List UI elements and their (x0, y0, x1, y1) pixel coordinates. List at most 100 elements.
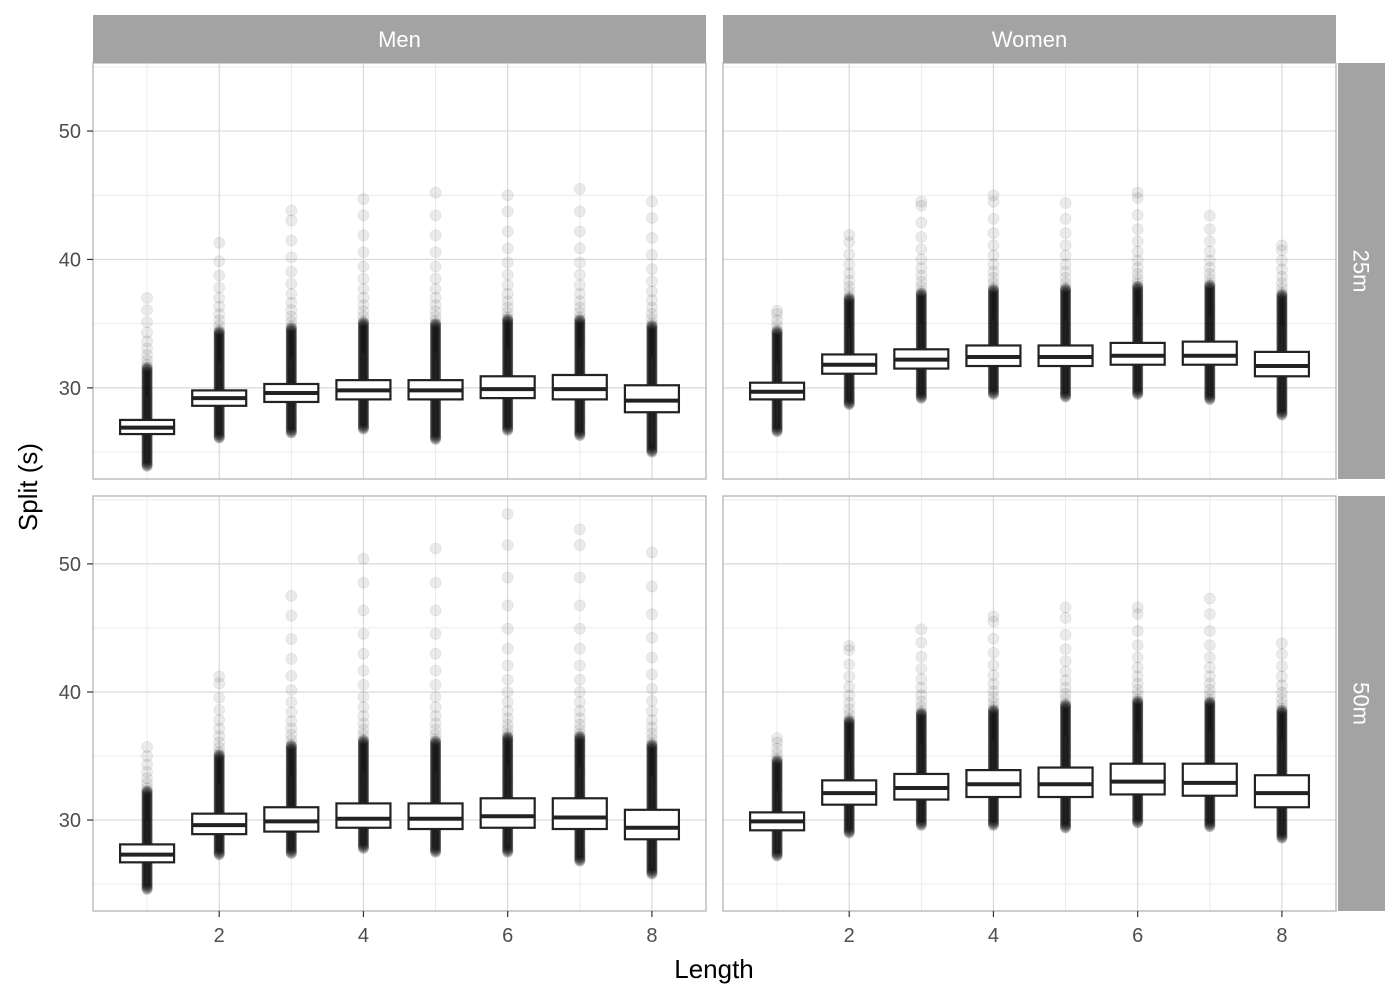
data-point (646, 750, 658, 762)
data-point (915, 712, 927, 724)
data-point (1276, 406, 1288, 418)
data-point (285, 755, 297, 767)
data-point (430, 757, 442, 769)
data-point (502, 845, 514, 857)
outlier-point (1203, 608, 1216, 621)
outlier-point (645, 608, 658, 621)
outlier-point (915, 269, 928, 282)
outlier-point (285, 214, 298, 227)
data-point (574, 320, 586, 332)
data-point (987, 713, 999, 725)
outlier-point (501, 723, 514, 736)
outlier-point (771, 314, 784, 327)
outlier-point (501, 242, 514, 255)
box-x8 (623, 546, 681, 880)
data-point (1276, 721, 1288, 733)
data-point (430, 327, 442, 339)
data-point (843, 394, 855, 406)
outlier-point (1059, 674, 1072, 687)
data-point (141, 389, 153, 401)
data-point (987, 296, 999, 308)
data-point (1132, 695, 1144, 707)
data-point (430, 755, 442, 767)
data-point (141, 385, 153, 397)
data-point (213, 327, 225, 339)
data-point (141, 788, 153, 800)
data-point (1060, 292, 1072, 304)
outlier-point (141, 342, 154, 355)
data-point (357, 841, 369, 853)
data-point (915, 818, 927, 830)
box-x8 (1253, 239, 1311, 421)
outlier-point (573, 311, 586, 324)
data-point (915, 815, 927, 827)
data-point (915, 309, 927, 321)
data-point (1060, 300, 1072, 312)
outlier-point (357, 229, 370, 242)
outlier-point (429, 701, 442, 714)
box-x1 (748, 304, 806, 437)
outlier-point (141, 304, 154, 317)
data-point (502, 755, 514, 767)
data-point (357, 318, 369, 330)
data-point (1276, 827, 1288, 839)
data-point (987, 728, 999, 740)
data-point (771, 330, 783, 342)
outlier-point (771, 319, 784, 332)
data-point (915, 719, 927, 731)
data-point (915, 306, 927, 318)
data-point (987, 287, 999, 299)
data-point (213, 350, 225, 362)
data-point (285, 425, 297, 437)
outlier-point (915, 673, 928, 686)
data-point (987, 719, 999, 731)
data-point (357, 321, 369, 333)
data-point (1060, 309, 1072, 321)
data-point (843, 724, 855, 736)
data-point (915, 387, 927, 399)
outlier-point (843, 689, 856, 702)
data-point (285, 766, 297, 778)
data-point (843, 732, 855, 744)
outlier-point (573, 205, 586, 218)
data-point (502, 336, 514, 348)
data-point (1132, 701, 1144, 713)
data-point (843, 317, 855, 329)
data-point (1204, 711, 1216, 723)
data-point (574, 732, 586, 744)
outlier-point (987, 239, 1000, 252)
data-point (430, 325, 442, 337)
data-point (430, 758, 442, 770)
outlier-point (213, 730, 226, 743)
data-point (430, 745, 442, 757)
data-point (1204, 286, 1216, 298)
data-point (285, 746, 297, 758)
data-point (1204, 299, 1216, 311)
outlier-point (501, 696, 514, 709)
outlier-point (501, 659, 514, 672)
outlier-point (915, 195, 928, 208)
outlier-point (213, 714, 226, 727)
data-point (843, 715, 855, 727)
data-point (1132, 703, 1144, 715)
data-point (915, 713, 927, 725)
outlier-point (1203, 651, 1216, 664)
data-point (285, 847, 297, 859)
data-point (1132, 706, 1144, 718)
data-point (430, 429, 442, 441)
panel-border (92, 62, 707, 480)
data-point (771, 335, 783, 347)
outlier-point (141, 777, 154, 790)
data-point (1132, 307, 1144, 319)
data-point (987, 385, 999, 397)
box-iqr (479, 797, 536, 829)
outlier-point (645, 694, 658, 707)
outlier-point (357, 260, 370, 273)
data-point (843, 735, 855, 747)
data-point (141, 460, 153, 472)
outlier-point (771, 748, 784, 761)
data-point (357, 332, 369, 344)
data-point (1132, 815, 1144, 827)
data-point (987, 388, 999, 400)
